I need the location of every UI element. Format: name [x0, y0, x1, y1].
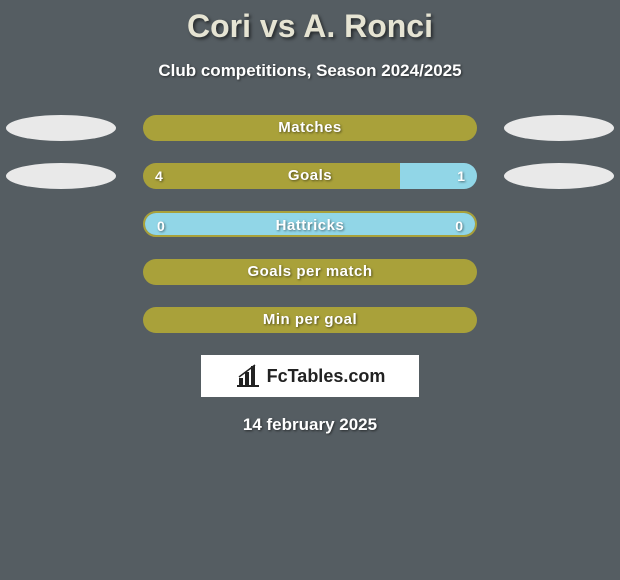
stat-row: Goals4 1: [0, 163, 620, 189]
bar-value-right: 1: [457, 163, 465, 189]
bar-value-left: 0: [157, 213, 165, 237]
bar-value-right: 0: [455, 213, 463, 237]
player-left-ellipse: [6, 115, 116, 141]
stat-row: Goals per match: [0, 259, 620, 285]
player-right-ellipse: [504, 163, 614, 189]
bar-label: Goals: [143, 163, 477, 189]
stat-row: Hattricks0 0: [0, 211, 620, 237]
bar-label: Matches: [143, 115, 477, 141]
bar-label: Min per goal: [143, 307, 477, 333]
stat-row: Matches: [0, 115, 620, 141]
stat-bar: Matches: [143, 115, 477, 141]
player-left-ellipse: [6, 163, 116, 189]
logo-text: FcTables.com: [267, 366, 386, 387]
subtitle: Club competitions, Season 2024/2025: [0, 61, 620, 81]
bar-value-left: 4: [155, 163, 163, 189]
stat-bar: Goals per match: [143, 259, 477, 285]
bar-label: Goals per match: [143, 259, 477, 285]
logo-bars-icon: [235, 364, 261, 388]
stat-row: Min per goal: [0, 307, 620, 333]
stat-bar: Hattricks0 0: [143, 211, 477, 237]
stat-rows: Matches Goals4 1 Hattricks0 0 Goals per match…: [0, 115, 620, 333]
stat-bar: Goals4 1: [143, 163, 477, 189]
stats-card: Cori vs A. Ronci Club competitions, Seas…: [0, 0, 620, 580]
logo-box: FcTables.com: [201, 355, 419, 397]
player-right-ellipse: [504, 115, 614, 141]
page-title: Cori vs A. Ronci: [0, 8, 620, 45]
bar-label: Hattricks: [145, 213, 475, 235]
date-line: 14 february 2025: [0, 415, 620, 435]
stat-bar: Min per goal: [143, 307, 477, 333]
